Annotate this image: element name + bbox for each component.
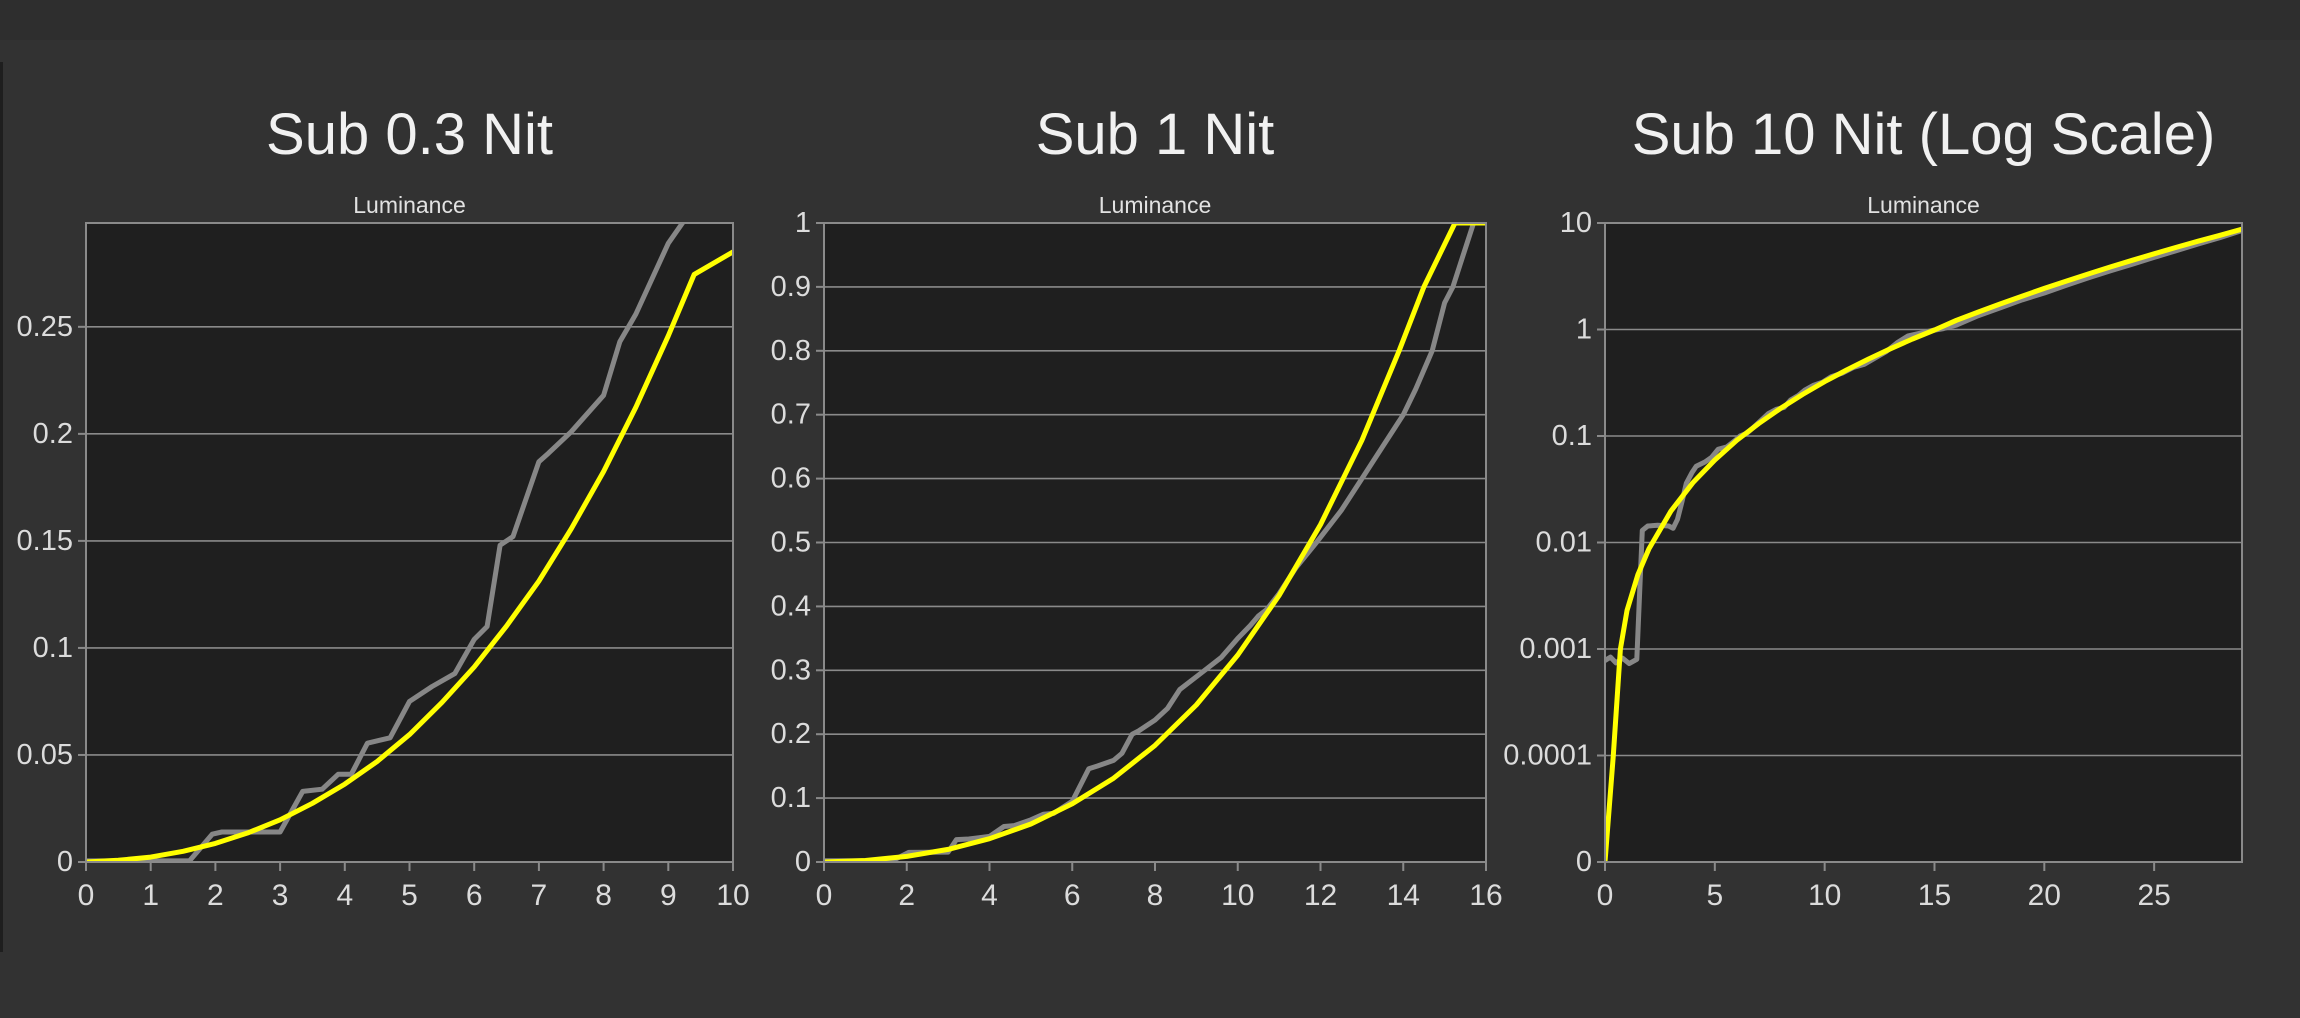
chart1-title: Sub 0.3 Nit xyxy=(266,102,553,167)
x-tick-label: 6 xyxy=(466,879,483,912)
chart2-title: Sub 1 Nit xyxy=(1035,102,1275,167)
y-tick-label: 0.25 xyxy=(17,311,73,343)
x-tick-label: 10 xyxy=(716,879,749,912)
y-tick-label: 0.01 xyxy=(1536,527,1592,559)
y-tick-label: 10 xyxy=(1560,207,1592,239)
y-tick-label: 0 xyxy=(795,846,811,878)
x-tick-label: 0 xyxy=(1597,879,1614,912)
x-tick-label: 2 xyxy=(898,879,915,912)
x-tick-label: 5 xyxy=(401,879,418,912)
y-tick-label: 0.1 xyxy=(771,782,811,814)
chart-1: 00.10.20.30.40.50.60.70.80.910 2 4 6 8 10 12 14… xyxy=(771,207,1503,912)
x-tick-label: 0 xyxy=(78,879,95,912)
y-tick-label: 1 xyxy=(795,207,811,239)
x-tick-label: 0 xyxy=(816,879,833,912)
target-curve xyxy=(1605,226,2242,862)
target-curve xyxy=(824,223,1486,862)
y-tick-label: 0.2 xyxy=(771,718,811,750)
y-tick-label: 0 xyxy=(1576,846,1592,878)
window-top-edge xyxy=(0,0,2300,40)
target-curve xyxy=(86,249,733,862)
x-tick-label: 4 xyxy=(981,879,998,912)
x-tick-label: 5 xyxy=(1706,879,1723,912)
x-tick-label: 8 xyxy=(1147,879,1164,912)
chart2-axis-title: Luminance xyxy=(1098,192,1212,218)
y-tick-label: 0.4 xyxy=(771,590,811,622)
window-left-edge xyxy=(0,62,3,952)
y-tick-label: 0.15 xyxy=(17,525,73,557)
y-tick-label: 1 xyxy=(1576,314,1592,346)
chart1-axis-title: Luminance xyxy=(353,192,466,218)
y-tick-label: 0 xyxy=(57,846,73,878)
x-tick-label: 12 xyxy=(1304,879,1337,912)
x-tick-label: 3 xyxy=(272,879,289,912)
y-tick-label: 0.7 xyxy=(771,399,811,431)
x-tick-label: 14 xyxy=(1387,879,1420,912)
chart-2: 10 1 0.1 0.01 0.001 0.0001 00 5 10 15 20 25 xyxy=(1503,207,2243,912)
x-tick-label: 10 xyxy=(1221,879,1254,912)
y-tick-label: 0.1 xyxy=(1552,420,1592,452)
measured-curve xyxy=(824,223,1486,862)
x-tick-label: 20 xyxy=(2028,879,2061,912)
chart-0: 0 0.05 0.1 0.15 0.2 0.25 0 1 2 3 4 5 6 7 8 9 10 xyxy=(17,222,750,912)
y-tick-label: 0.5 xyxy=(771,527,811,559)
chart3-axis-title: Luminance xyxy=(1867,192,1980,218)
y-tick-label: 0.001 xyxy=(1519,633,1592,665)
y-tick-label: 0.8 xyxy=(771,335,811,367)
x-tick-label: 4 xyxy=(336,879,353,912)
y-tick-label: 0.05 xyxy=(17,739,73,771)
x-tick-label: 10 xyxy=(1808,879,1841,912)
y-tick-label: 0.1 xyxy=(33,632,73,664)
x-tick-label: 1 xyxy=(142,879,159,912)
x-tick-label: 15 xyxy=(1918,879,1951,912)
x-tick-label: 9 xyxy=(660,879,677,912)
chart3-title: Sub 10 Nit (Log Scale) xyxy=(1631,102,2216,167)
x-tick-label: 16 xyxy=(1469,879,1502,912)
x-tick-label: 7 xyxy=(531,879,548,912)
y-tick-label: 0.3 xyxy=(771,654,811,686)
y-tick-label: 0.0001 xyxy=(1503,740,1592,772)
x-tick-label: 2 xyxy=(207,879,224,912)
x-tick-label: 25 xyxy=(2137,879,2170,912)
y-tick-label: 0.9 xyxy=(771,271,811,303)
x-tick-label: 8 xyxy=(595,879,612,912)
y-tick-label: 0.2 xyxy=(33,418,73,450)
x-tick-label: 6 xyxy=(1064,879,1081,912)
y-tick-label: 0.6 xyxy=(771,463,811,495)
